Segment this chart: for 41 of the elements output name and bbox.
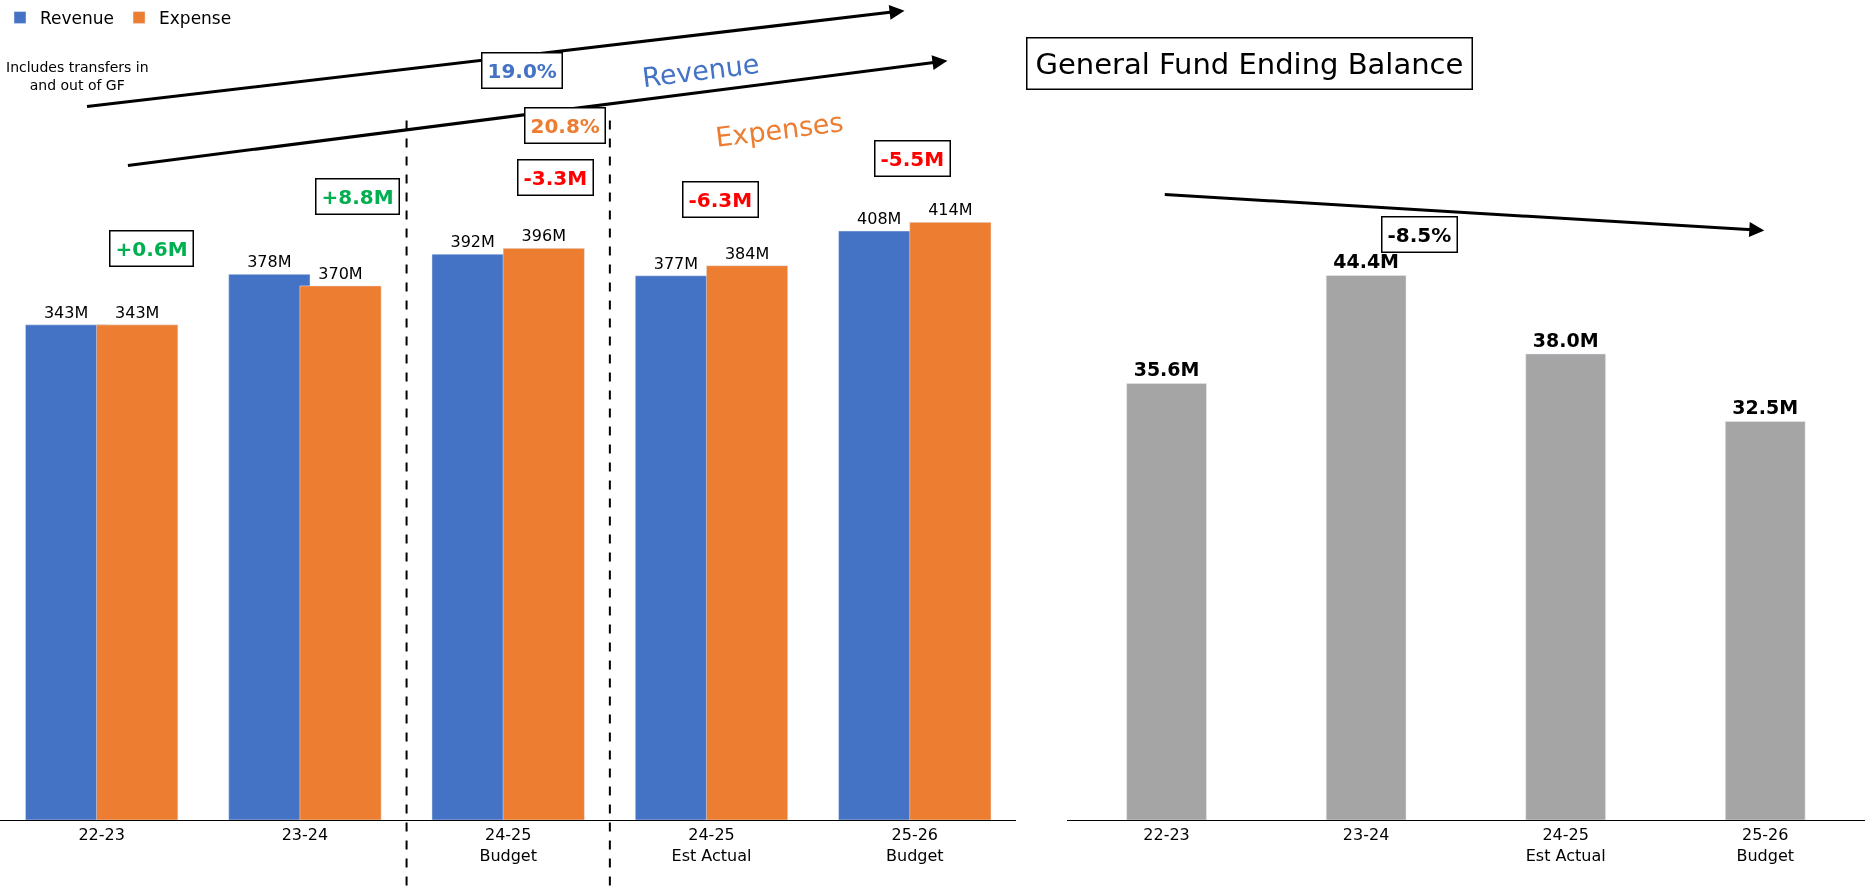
text: Includes transfers in and out of GF (6, 59, 149, 94)
data-label: 370M (318, 263, 363, 283)
text: Expenses (713, 106, 846, 153)
data-label: 414M (928, 200, 973, 220)
legend-label: Expense (159, 8, 232, 29)
text: 19.0% (487, 58, 557, 83)
text: -6.3M (688, 187, 753, 212)
bar (1725, 421, 1806, 820)
data-label: 343M (43, 302, 89, 322)
chart-title: General Fund Ending Balance (1035, 46, 1464, 81)
x-tick-label: 23-24 (281, 825, 329, 845)
x-tick-label: 24-25 Budget (479, 825, 537, 865)
text: -3.3M (523, 165, 588, 190)
data-label: 384M (724, 243, 770, 263)
bar (1325, 275, 1407, 820)
x-tick-label: 23-24 (1342, 825, 1390, 845)
text: Revenue (640, 48, 762, 94)
x-tick-label: 25-26 Budget (1736, 825, 1794, 865)
data-label: 44.4M (1333, 250, 1400, 273)
data-label: 396M (521, 226, 566, 246)
data-label: 377M (653, 253, 699, 273)
x-tick-label: 25-26 Budget (886, 825, 944, 865)
data-label: 32.5M (1732, 396, 1799, 419)
x-tick-label: 22-23 (1143, 825, 1190, 845)
data-label: 378M (247, 252, 292, 272)
legend-label: Revenue (40, 8, 115, 29)
text: 20.8% (530, 113, 600, 138)
text: -5.5M (880, 146, 945, 171)
data-label: 392M (450, 232, 495, 252)
annotation: +0.6M (115, 236, 188, 261)
text: -8.5% (1387, 222, 1452, 247)
bar (1126, 383, 1207, 820)
bar (1525, 353, 1606, 820)
data-label: 343M (115, 302, 160, 322)
x-tick-label: 24-25 Est Actual (671, 825, 752, 865)
x-tick-label: 22-23 (78, 825, 125, 845)
data-label: 35.6M (1133, 358, 1200, 381)
text: +8.8M (321, 184, 394, 209)
data-label: 408M (857, 209, 902, 229)
data-label: 38.0M (1532, 328, 1599, 351)
x-tick-label: 24-25 Est Actual (1525, 825, 1606, 865)
